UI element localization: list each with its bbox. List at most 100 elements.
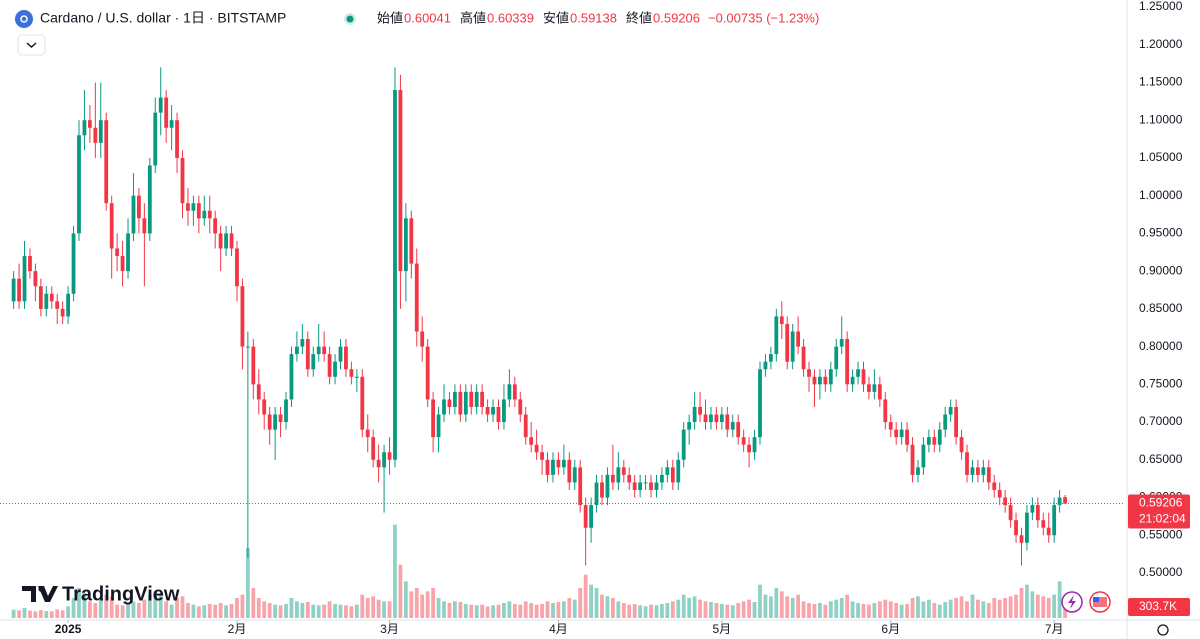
volume-bar [218, 603, 223, 618]
candle-body [251, 346, 256, 385]
volume-bar [692, 596, 697, 618]
candle-body [905, 429, 909, 445]
volume-bar [273, 604, 278, 618]
candle-body [485, 406, 490, 415]
candle-body [207, 210, 212, 219]
volume-bar [910, 598, 915, 618]
candle-body [502, 399, 506, 423]
candle-body [589, 505, 594, 528]
volume-bar [1008, 596, 1013, 618]
volume-bar [425, 591, 430, 618]
volume-bar [164, 601, 169, 618]
candle-body [164, 97, 169, 128]
candle-body [861, 369, 866, 385]
coin-icon [15, 10, 33, 28]
volume-bar [730, 605, 735, 618]
y-tick-label: 0.55000 [1139, 527, 1183, 541]
candle-body [888, 422, 893, 430]
candle-body [77, 135, 81, 234]
candle-body [512, 384, 517, 400]
x-tick-label: 7月 [1045, 622, 1064, 636]
candle-body [66, 293, 70, 317]
candle-body [256, 384, 261, 400]
candle-body [877, 384, 882, 400]
volume-bar [262, 601, 267, 618]
volume-bar [327, 601, 332, 618]
candle-body [774, 316, 779, 355]
volume-bar [665, 603, 670, 618]
volume-bar [1025, 584, 1029, 618]
volume-bar [77, 588, 81, 618]
candle-body [300, 339, 305, 347]
candle-body [741, 437, 746, 445]
settings-icon[interactable] [1157, 624, 1169, 636]
candle-body [823, 376, 828, 385]
volume-bar [71, 598, 76, 618]
volume-bar [725, 604, 730, 618]
volume-bar [534, 604, 539, 618]
volume-bar [126, 604, 130, 618]
y-tick-label: 0.50000 [1139, 565, 1183, 579]
volume-bar [638, 605, 643, 618]
open-label: 始値 [377, 10, 403, 25]
volume-bar [469, 604, 474, 618]
volume-bar [11, 609, 16, 618]
candle-body [654, 482, 659, 490]
candle-body [311, 354, 316, 370]
status-dot [346, 15, 354, 23]
candle-body [409, 218, 414, 264]
volume-bar [867, 604, 871, 618]
candle-body [681, 429, 686, 460]
candle-body [578, 467, 583, 506]
candle-body [11, 278, 16, 302]
candle-body [834, 346, 839, 370]
candle-body [87, 120, 92, 128]
volume-bar [202, 605, 207, 618]
volume-bar [17, 610, 21, 618]
candle-body [867, 384, 871, 392]
candle-body [545, 459, 550, 475]
volume-bar [872, 603, 877, 618]
candle-body [1025, 512, 1029, 543]
candle-body [943, 414, 948, 430]
candle-body [812, 376, 817, 385]
volume-bar [779, 591, 784, 618]
volume-bar [818, 603, 822, 618]
candle-body [175, 120, 179, 158]
candle-body [22, 256, 27, 302]
candle-body [665, 467, 670, 475]
volume-bar [131, 601, 136, 618]
volume-bar [681, 594, 686, 618]
candle-body [71, 233, 76, 294]
candle-body [621, 467, 626, 475]
candle-body [698, 406, 702, 415]
volume-bar [649, 604, 653, 618]
candle-body [284, 399, 288, 423]
volume-bar [785, 596, 790, 618]
x-tick-label: 5月 [713, 622, 732, 636]
candle-body [267, 414, 272, 430]
candle-body [997, 489, 1002, 498]
y-tick-label: 0.85000 [1139, 301, 1183, 315]
candle-body [414, 263, 419, 332]
volume-bar [888, 601, 893, 618]
volume-bar [594, 588, 599, 618]
candle-body [899, 429, 904, 438]
volume-bar [169, 604, 174, 618]
volume-bar [763, 594, 768, 618]
volume-bar [371, 596, 376, 618]
volume-bar [1035, 594, 1040, 618]
collapse-button[interactable] [17, 34, 46, 56]
volume-bar [567, 598, 572, 618]
volume-bar [49, 611, 54, 618]
candle-body [965, 452, 969, 475]
candle-body [82, 120, 87, 136]
volume-bar [447, 603, 452, 618]
candle-body [93, 127, 98, 143]
candle-body [714, 414, 719, 423]
volume-bar [856, 603, 860, 618]
candle-body [818, 376, 822, 385]
candle-body [948, 406, 953, 415]
volume-bar [741, 601, 746, 618]
candle-body [491, 406, 495, 415]
